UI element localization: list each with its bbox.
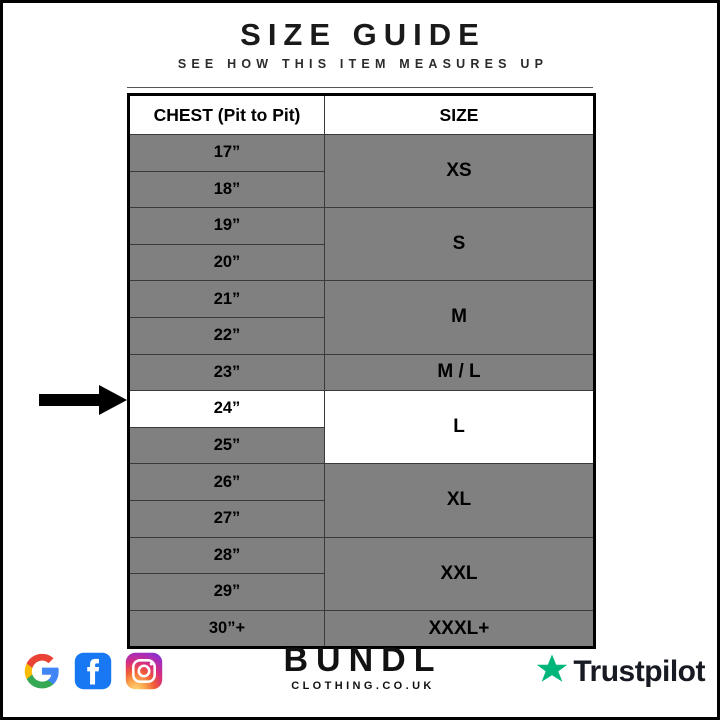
size-cell: XS <box>324 133 595 209</box>
chest-cell: 24” <box>128 390 325 428</box>
chest-cell: 26” <box>128 463 325 501</box>
table-row: 24” L <box>128 390 595 465</box>
chest-cell: 25” <box>128 426 325 465</box>
size-cell: L <box>324 390 595 465</box>
page-title: SIZE GUIDE <box>240 17 486 52</box>
table-row: 17” XS <box>128 133 595 209</box>
size-cell: M / L <box>324 353 595 392</box>
size-table-wrapper: CHEST (Pit to Pit) SIZE 17” XS 18” 19” S 20” 2… <box>127 93 596 650</box>
page-subtitle: SEE HOW THIS ITEM MEASURES UP <box>177 57 549 71</box>
table-row: 23” M / L <box>128 353 595 392</box>
chest-cell: 30”+ <box>128 609 325 649</box>
table-row: 30”+ XXXL+ <box>128 609 595 649</box>
google-icon[interactable] <box>23 652 61 690</box>
chest-cell: 17” <box>128 134 325 172</box>
chest-cell: 19” <box>128 207 325 245</box>
chest-cell: 27” <box>128 499 325 538</box>
size-cell: M <box>324 280 595 355</box>
table-row: 19” S <box>128 207 595 282</box>
size-guide-table: CHEST (Pit to Pit) SIZE 17” XS 18” 19” S 20” 2… <box>127 93 596 650</box>
chest-cell: 18” <box>128 170 325 209</box>
table-row: 29” <box>128 573 595 611</box>
table-row: 18” <box>128 170 595 209</box>
footer: BUNDL CLOTHING.CO.UK Trustpilot <box>3 635 720 717</box>
facebook-icon[interactable] <box>74 652 112 690</box>
table-row: 27” <box>128 499 595 538</box>
table-header-row: CHEST (Pit to Pit) SIZE <box>128 94 595 135</box>
chest-cell: 20” <box>128 243 325 282</box>
chest-cell: 28” <box>128 536 325 575</box>
size-cell: XXXL+ <box>324 609 595 649</box>
chest-cell: 23” <box>128 353 325 392</box>
trustpilot-wordmark: Trustpilot <box>573 654 705 688</box>
chest-cell: 21” <box>128 280 325 318</box>
size-cell: XL <box>324 463 595 538</box>
table-row: 26” XL <box>128 463 595 538</box>
size-cell: S <box>324 207 595 282</box>
right-arrow-icon <box>39 385 127 415</box>
social-links <box>23 652 163 690</box>
size-cell: XXL <box>324 536 595 611</box>
table-body: 17” XS 18” 19” S 20” 21” M 22” 23” M / L 24” L 25” 26”… <box>128 133 595 649</box>
table-row: 28” XXL <box>128 536 595 611</box>
chest-cell: 29” <box>128 573 325 611</box>
table-header: CHEST (Pit to Pit) SIZE <box>128 94 595 135</box>
column-header-size: SIZE <box>324 94 595 135</box>
chest-cell: 22” <box>128 316 325 355</box>
instagram-icon[interactable] <box>125 652 163 690</box>
table-row: 21” M <box>128 280 595 355</box>
title-divider <box>127 87 593 88</box>
table-row: 20” <box>128 243 595 282</box>
trustpilot-star-icon <box>536 653 568 690</box>
column-header-chest: CHEST (Pit to Pit) <box>128 94 325 135</box>
trustpilot-logo[interactable]: Trustpilot <box>536 653 705 690</box>
table-row: 25” <box>128 426 595 465</box>
